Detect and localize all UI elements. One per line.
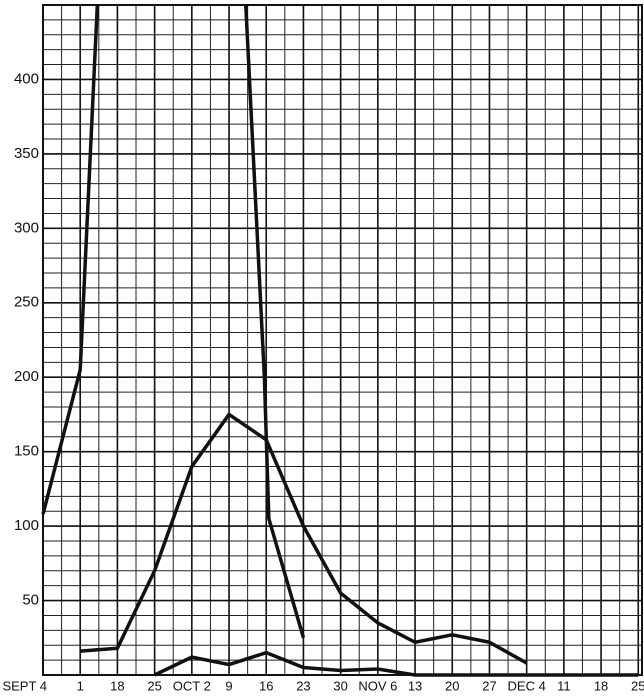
y-tick-label: 300	[14, 219, 39, 236]
x-tick-label: 25	[147, 678, 161, 693]
x-tick-label: 23	[296, 678, 310, 693]
x-tick-label: 9	[225, 678, 232, 693]
x-tick-label: 20	[445, 678, 459, 693]
data-line	[153, 650, 639, 677]
y-tick-label: 50	[22, 592, 39, 609]
x-tick-label: 18	[594, 678, 608, 693]
x-tick-label: 27	[482, 678, 496, 693]
y-tick-label: 200	[14, 368, 39, 385]
x-tick-label: OCT 2	[173, 678, 211, 693]
data-line	[41, 4, 100, 515]
x-tick-label: 30	[333, 678, 347, 693]
data-line	[244, 4, 306, 639]
y-tick-label: 350	[14, 145, 39, 162]
x-tick-label: 25	[631, 678, 644, 693]
y-tick-label: 150	[14, 443, 39, 460]
data-line	[80, 412, 528, 665]
x-tick-label: SEPT 4	[2, 678, 47, 693]
y-tick-label: 100	[14, 517, 39, 534]
x-tick-label: 1	[77, 678, 84, 693]
x-tick-label: 16	[259, 678, 273, 693]
x-tick-label: 11	[557, 678, 571, 693]
plot-frame	[42, 4, 643, 676]
x-tick-label: NOV 6	[358, 678, 397, 693]
y-tick-label: 400	[14, 70, 39, 87]
x-tick-label: 18	[110, 678, 124, 693]
x-tick-label: DEC 4	[508, 678, 546, 693]
y-tick-label: 250	[14, 294, 39, 311]
x-tick-label: 13	[408, 678, 422, 693]
